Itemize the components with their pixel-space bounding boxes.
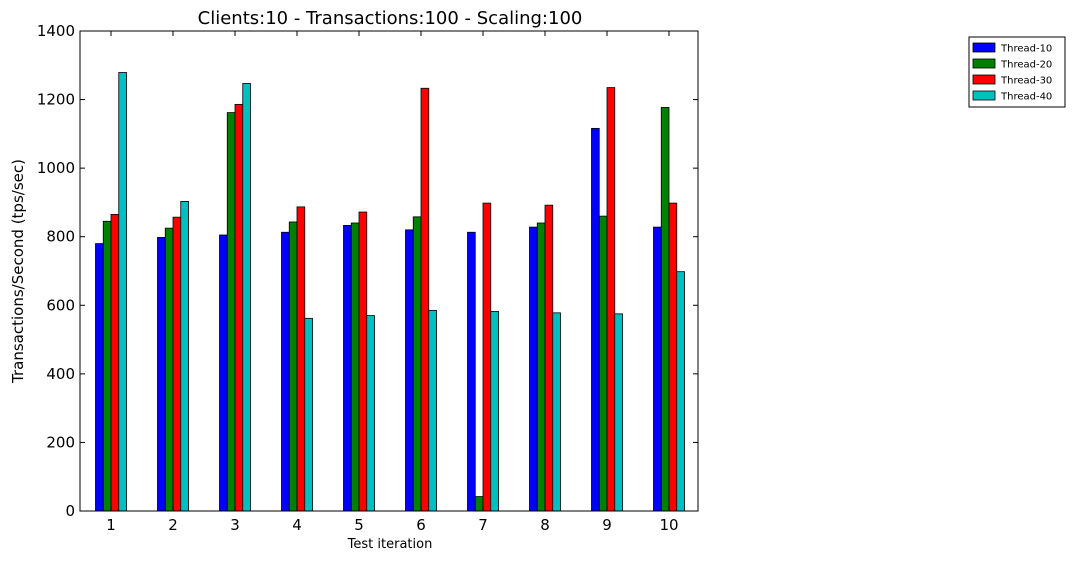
bar-thread-40-iter-4 <box>304 317 313 512</box>
bar-thread-40-iter-2 <box>180 200 189 512</box>
y-tick-label: 200 <box>46 433 75 451</box>
bar-thread-40-iter-9 <box>614 313 623 512</box>
bar-thread-10-iter-1 <box>95 243 104 512</box>
bar-thread-20-iter-5 <box>350 222 360 512</box>
bar-thread-30-iter-5 <box>358 211 368 512</box>
y-tick-label: 1400 <box>37 22 75 40</box>
bar-thread-20-iter-1 <box>102 220 112 512</box>
x-tick-label: 10 <box>659 516 678 534</box>
y-tick-label: 600 <box>46 296 75 314</box>
x-tick-label: 7 <box>478 516 488 534</box>
bar-thread-40-iter-1 <box>118 72 127 512</box>
bar-thread-30-iter-9 <box>606 87 616 512</box>
bar-thread-20-iter-7 <box>474 496 484 512</box>
bar-thread-10-iter-6 <box>405 229 414 512</box>
bar-thread-40-iter-8 <box>552 312 561 512</box>
bar-thread-40-iter-10 <box>676 271 685 512</box>
x-tick-label: 1 <box>106 516 116 534</box>
bar-thread-20-iter-4 <box>288 221 298 512</box>
legend-swatch-thread-20 <box>972 58 996 69</box>
plot-frame <box>79 30 699 512</box>
bar-thread-30-iter-10 <box>668 202 678 512</box>
legend-label-thread-30: Thread-30 <box>1000 76 1052 87</box>
bar-thread-40-iter-6 <box>428 310 437 512</box>
bar-thread-40-iter-7 <box>490 311 499 512</box>
x-tick-label: 5 <box>354 516 364 534</box>
bar-thread-30-iter-7 <box>482 202 492 512</box>
legend-swatch-thread-30 <box>972 74 996 85</box>
legend-label-thread-40: Thread-40 <box>1000 92 1052 103</box>
bar-thread-10-iter-7 <box>467 231 476 512</box>
legend-label-thread-20: Thread-20 <box>1000 60 1052 71</box>
bar-thread-10-iter-8 <box>529 226 538 512</box>
bar-thread-30-iter-6 <box>420 87 430 512</box>
bar-thread-10-iter-3 <box>219 234 228 512</box>
bars-layer <box>95 72 685 512</box>
bar-thread-30-iter-3 <box>234 103 244 512</box>
y-tick-label: 1000 <box>37 159 75 177</box>
bar-thread-20-iter-2 <box>164 227 174 512</box>
bar-thread-20-iter-10 <box>660 107 670 512</box>
y-tick-label: 400 <box>46 365 75 383</box>
y-tick-label: 1200 <box>37 91 75 109</box>
y-axis-label: Transactions/Second (tps/sec) <box>9 159 27 384</box>
x-tick-label: 8 <box>540 516 550 534</box>
x-tick-label: 2 <box>168 516 178 534</box>
legend-swatch-thread-10 <box>972 42 996 53</box>
x-tick-label: 3 <box>230 516 240 534</box>
bar-thread-30-iter-1 <box>110 214 120 512</box>
legend-label-thread-10: Thread-10 <box>1000 44 1052 55</box>
x-axis-label: Test iteration <box>347 537 433 552</box>
bar-thread-20-iter-8 <box>536 222 546 512</box>
chart-title: Clients:10 - Transactions:100 - Scaling:… <box>198 8 583 29</box>
ticks-layer: 0 200 400 600 800 1000 1200 1400 1 2 3 4 5 6 7 8 9 10 <box>37 22 698 534</box>
y-tick-label: 0 <box>65 502 75 520</box>
bar-thread-10-iter-4 <box>281 231 290 512</box>
bar-thread-30-iter-8 <box>544 204 554 512</box>
bar-thread-20-iter-9 <box>598 215 608 512</box>
bar-thread-40-iter-3 <box>242 83 251 512</box>
x-tick-label: 4 <box>292 516 302 534</box>
bar-thread-30-iter-2 <box>172 216 182 512</box>
bar-thread-10-iter-9 <box>591 127 600 512</box>
bar-thread-20-iter-3 <box>226 112 236 512</box>
bar-thread-10-iter-5 <box>343 224 352 512</box>
legend: Thread-10 Thread-20 Thread-30 Thread-40 <box>968 36 1066 108</box>
bar-thread-10-iter-2 <box>157 236 166 512</box>
bar-thread-30-iter-4 <box>296 206 306 512</box>
x-tick-label: 9 <box>602 516 612 534</box>
x-tick-label: 6 <box>416 516 426 534</box>
y-tick-label: 800 <box>46 228 75 246</box>
bar-thread-20-iter-6 <box>412 216 422 512</box>
bar-thread-40-iter-5 <box>366 315 375 512</box>
legend-swatch-thread-40 <box>972 90 996 101</box>
bar-thread-10-iter-10 <box>653 226 662 512</box>
